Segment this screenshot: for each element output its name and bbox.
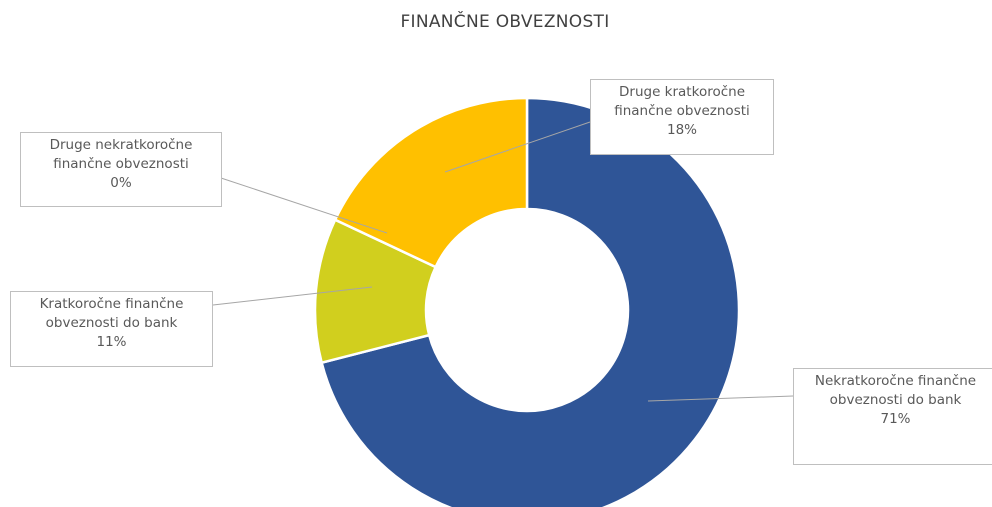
category-label: Druge kratkoročne finančne obveznosti [614,84,750,119]
value-label: 11% [96,334,127,350]
category-label: Nekratkoročne finančne obveznosti do ban… [814,373,977,408]
value-label: 18% [666,122,697,138]
data-label: Druge nekratkoročne finančne obveznosti 0… [20,132,222,207]
leader-line [647,395,794,402]
leader-line [220,177,388,234]
category-label: Druge nekratkoročne finančne obveznosti [49,137,193,172]
chart-title: FINANČNE OBVEZNOSTI [400,12,610,32]
data-label: Kratkoročne finančne obveznosti do bank 1… [10,291,213,367]
leader-line [212,286,373,306]
value-label: 71% [880,411,911,427]
leader-line [444,121,591,173]
donut-slice [320,96,741,507]
value-label: 0% [110,175,132,191]
leader-lines [212,121,794,402]
donut [313,96,741,507]
data-label: Druge kratkoročne finančne obveznosti 18% [590,79,774,155]
data-label: Nekratkoročne finančne obveznosti do ban… [793,368,992,465]
donut-slice [333,96,529,269]
category-label: Kratkoročne finančne obveznosti do bank [39,296,184,331]
